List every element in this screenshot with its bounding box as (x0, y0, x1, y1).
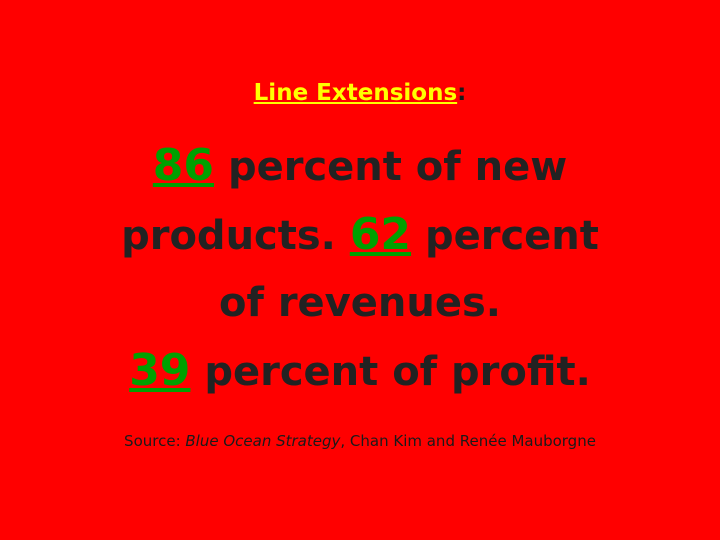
body-text: 86 percent of new products. 62 percent of … (0, 132, 720, 406)
source-authors: , Chan Kim and Renée Mauborgne (340, 432, 596, 450)
body-phrase: percent (411, 213, 599, 259)
source-book: Blue Ocean Strategy (185, 432, 341, 450)
body-line: of revenues. (0, 270, 720, 337)
highlight-number: 86 (152, 140, 215, 191)
body-line: products. 62 percent (0, 201, 720, 270)
body-phrase: percent of new (214, 144, 568, 190)
source: Source: Blue Ocean Strategy, Chan Kim an… (0, 432, 720, 450)
body-line: 86 percent of new (0, 132, 720, 201)
body-line: 39 percent of profit. (0, 337, 720, 406)
body-phrase: products. (121, 213, 350, 259)
heading-colon: : (457, 80, 467, 106)
heading: Line Extensions: (0, 80, 720, 106)
highlight-number: 39 (129, 345, 191, 396)
source-prefix: Source: (124, 432, 186, 450)
heading-title: Line Extensions (253, 80, 458, 106)
highlight-number: 62 (349, 209, 412, 260)
body-phrase: percent of profit. (190, 349, 591, 395)
body-phrase: of revenues. (219, 280, 501, 326)
